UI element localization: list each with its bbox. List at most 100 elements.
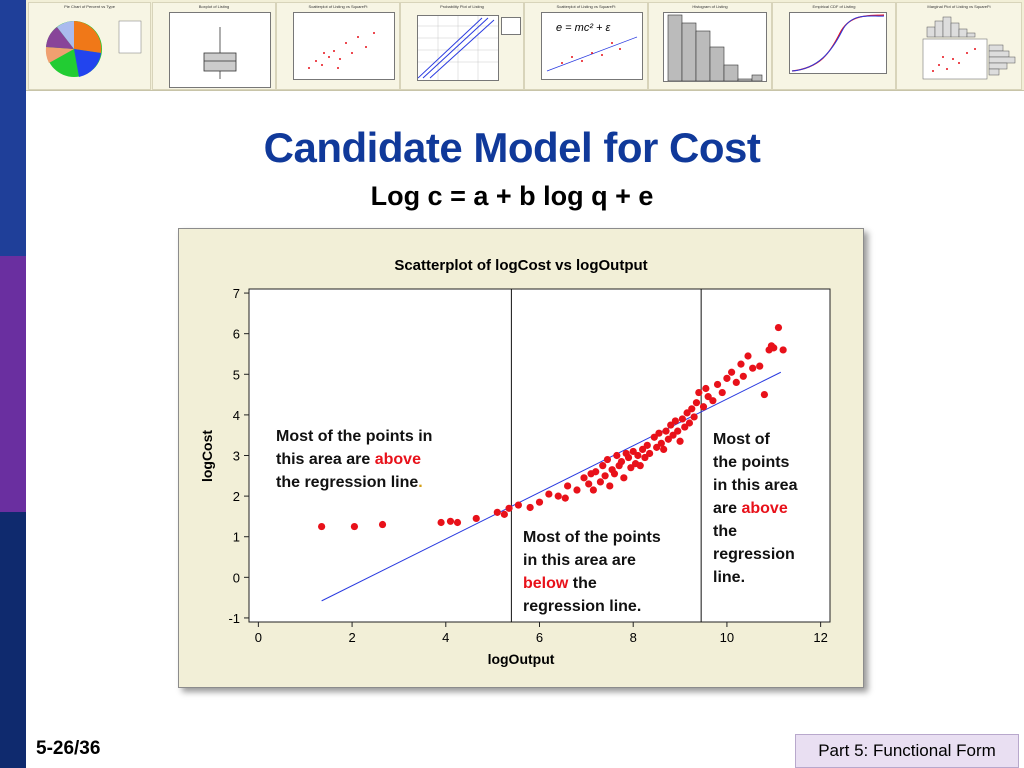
cdf-thumbnail-graphic [791,14,885,72]
data-point [601,472,609,480]
data-point [564,482,572,490]
y-tick-label: 6 [233,327,240,342]
y-tick-label: 3 [233,449,240,464]
data-point [437,518,445,527]
thumbnail-scatterplot: Scatterplot of Listing vs SquareFt [276,2,400,90]
x-tick-label: 10 [720,630,734,645]
thumbnail-title: Histogram of Listing [692,4,728,9]
data-point [676,437,684,445]
annotation-left-line3: the regression line. [276,474,423,491]
annotation-left-line1: Most of the points in [276,428,432,445]
data-point [613,451,621,460]
data-point [634,451,642,460]
y-tick-label: 1 [233,530,240,545]
thumbnail-pie-chart: Pie Chart of Percent vs Type [28,2,151,90]
data-point [378,520,387,529]
annotation-middle-line3: below the [523,575,597,592]
data-point [596,478,605,486]
data-point [695,388,703,397]
data-point [526,503,534,512]
data-point [624,453,633,462]
thumbnail-title: Probability Plot of Listing [440,4,484,9]
annotation-middle-line2: in this area are [523,552,636,569]
x-tick-label: 12 [813,630,827,645]
plot-area [248,288,831,623]
data-point [505,504,513,512]
data-point [545,490,553,498]
data-point [606,482,614,490]
data-point [318,522,326,531]
data-point [767,342,776,350]
sidebar-band-blue [0,0,26,256]
thumbnail-title: Scatterplot of Listing vs SquareFt [308,4,368,9]
boxplot-thumbnail-graphic [203,27,237,79]
regression-line [321,371,782,602]
thumbnail-strip: Pie Chart of Percent vs Type Boxplot of … [26,0,1024,91]
data-point [760,390,769,399]
data-point [472,514,480,523]
annotation-middle-line4: regression line. [523,598,641,615]
data-point [774,323,783,332]
annotation-right: Most of the points in this area are abov… [713,431,798,586]
data-point [573,486,581,494]
data-point [653,443,661,451]
data-point [446,517,455,525]
y-tick-label: 4 [233,408,240,423]
data-point [554,492,562,500]
annotation-right-line5: the [713,523,737,540]
data-point [603,455,612,464]
data-point [662,427,670,435]
thumbnail-empirical-cdf: Empirical CDF of Listing [772,2,896,90]
data-point [678,415,687,423]
chart-title: Scatterplot of logCost vs logOutput [394,257,647,274]
data-point [732,378,740,387]
data-point [688,405,696,413]
annotation-middle: Most of the points in this area are belo… [523,529,661,615]
data-point [643,441,651,449]
annotation-left: Most of the points in this area are abov… [276,428,432,491]
data-point [699,403,708,411]
x-axis-label: logOutput [488,651,555,667]
data-point [779,346,787,354]
data-point [671,417,679,425]
data-point [704,393,712,401]
data-point [737,360,745,368]
slide-number: 5-26/36 [36,738,101,759]
data-point [723,374,731,382]
annotation-right-line4: are above [713,500,788,517]
data-point [599,462,607,470]
region-dividers [510,289,702,622]
data-point [657,439,665,447]
section-footer: Part 5: Functional Form [795,734,1019,768]
data-point [620,474,628,482]
y-axis: -1 0 1 2 3 4 5 6 7 [228,286,249,626]
data-point [655,429,663,437]
histogram-thumbnail-graphic [667,14,763,82]
data-point [669,431,677,439]
data-point [674,427,682,435]
data-point [580,474,588,482]
equation-thumbnail-graphic: e = mc² + ε [546,22,638,72]
data-point [713,380,722,389]
data-point [592,468,600,476]
annotation-right-line1: Most of [713,431,771,448]
data-point [664,435,672,443]
x-tick-label: 8 [630,630,637,645]
scatterplot-panel: Scatterplot of logCost vs logOutput -1 0 1… [178,228,864,688]
probability-thumbnail-graphic [417,16,498,80]
sidebar-band-purple [0,256,26,512]
data-point [709,397,717,405]
data-point [617,457,626,466]
y-tick-label: 2 [233,489,240,504]
data-point [535,498,544,506]
thumbnail-equation-scatter: Scatterplot of Listing vs SquareFt e = m… [524,2,648,90]
data-point [702,384,710,393]
data-point [500,510,508,518]
data-point [690,413,698,421]
x-tick-label: 6 [536,630,543,645]
pie-thumbnail-graphic [45,20,142,77]
data-point [718,388,726,397]
data-point [660,445,668,454]
y-axis-label: logCost [199,430,215,482]
data-point [650,433,658,441]
